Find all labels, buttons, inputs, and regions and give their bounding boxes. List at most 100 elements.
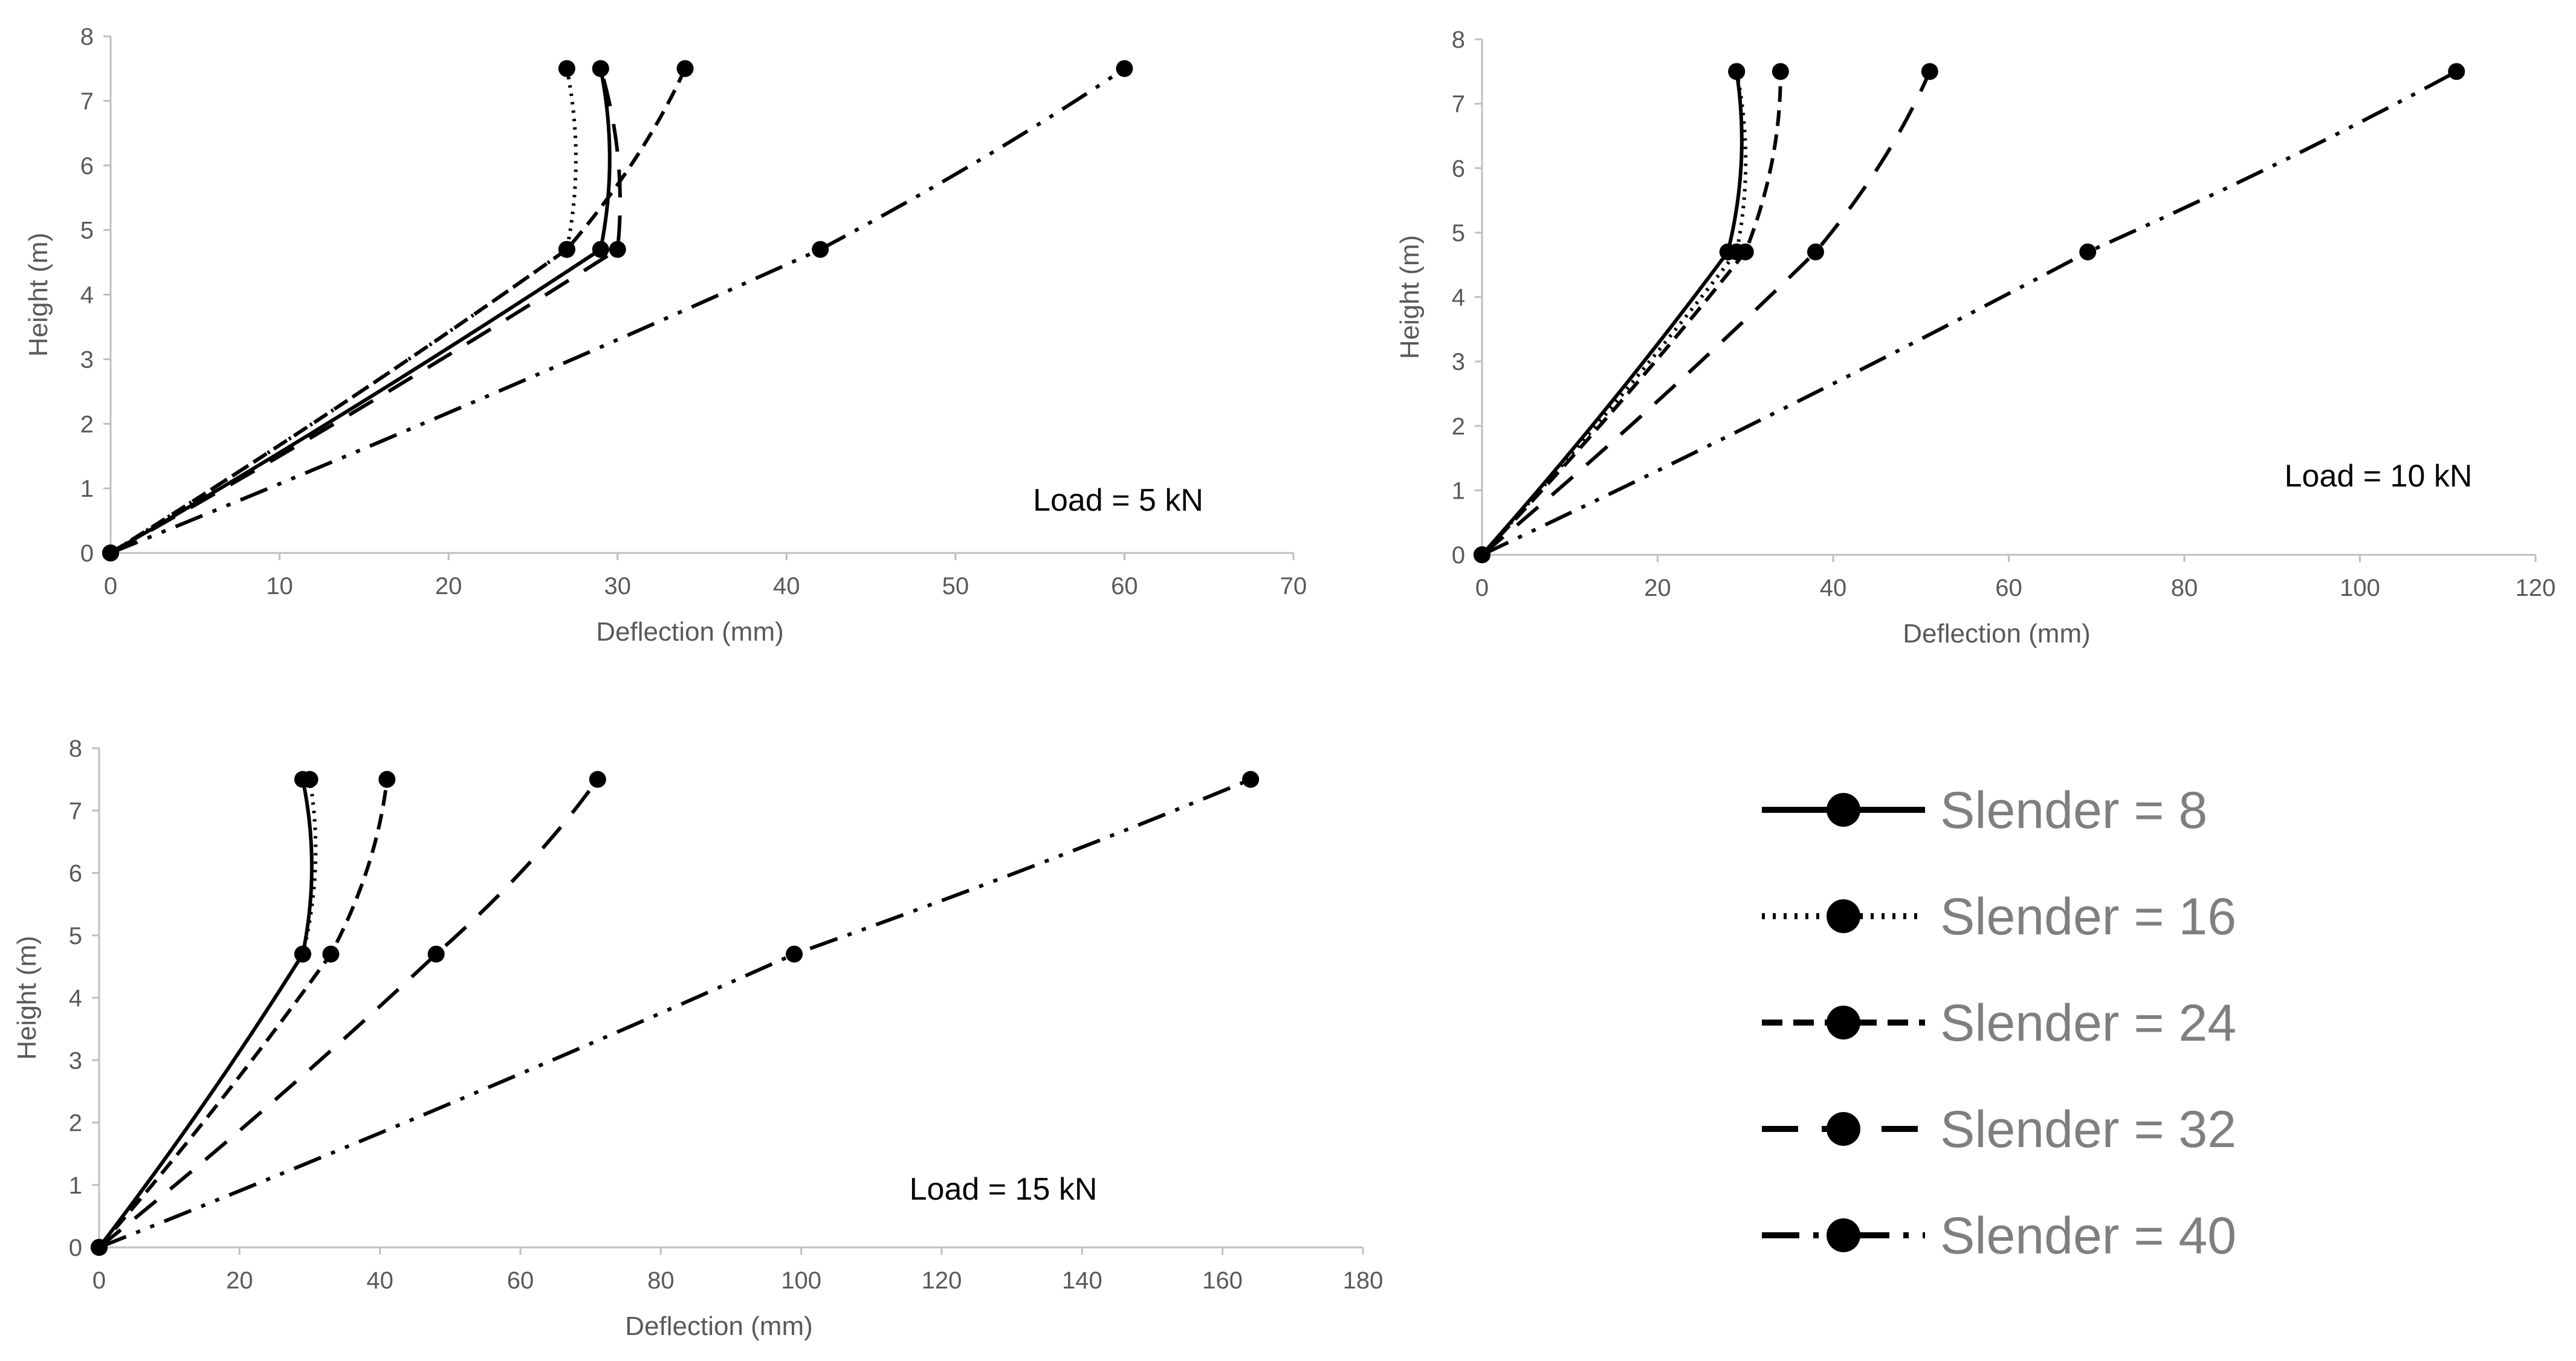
y-tick-label: 8 [80,24,94,50]
series-line-3 [97,779,389,1249]
series-marker [322,945,340,963]
legend-label: Slender = 16 [1940,888,2236,946]
series-marker [102,545,119,561]
x-tick-label: 30 [604,573,631,600]
y-tick-label: 4 [69,985,82,1012]
legend: Slender = 8 Slender = 16 Slender = 24 Slend… [1762,781,2236,1265]
series-marker [1728,63,1746,80]
x-tick-label: 100 [2340,575,2380,601]
legend-swatch-marker [1827,899,1860,933]
series-marker [427,945,445,963]
y-tick-label: 0 [1452,542,1465,569]
y-tick-label: 4 [80,282,94,309]
x-tick-label: 0 [92,1267,106,1294]
series-marker [1736,243,1754,260]
series-marker [786,945,803,963]
y-tick-label: 3 [1452,349,1465,375]
y-tick-label: 5 [69,923,82,949]
y-tick-label: 1 [1452,477,1465,504]
y-tick-label: 5 [1452,220,1465,247]
series-line-4 [1481,71,1932,557]
y-tick-label: 1 [69,1172,82,1199]
x-tick-label: 80 [2171,575,2198,601]
series-line-4 [109,68,622,555]
x-tick-label: 20 [1644,575,1671,601]
chart-load-15kn: 0 20 40 60 80 100 120 140 160 180 0 1 2 3 4 5 6 7 8 Deflect… [12,735,1383,1341]
y-tick-label: 8 [1452,27,1465,53]
series-line-5 [109,66,1126,555]
x-axis-title: Deflection (mm) [625,1311,813,1341]
series-marker [558,241,575,258]
chart-load-5kn: 0 10 20 30 40 50 60 70 0 1 2 3 4 5 6 7 8 Deflection (mm) H… [24,24,1307,647]
x-axis-title: Deflection (mm) [1903,619,2091,648]
y-tick-label: 0 [69,1235,82,1261]
series-line-2 [97,779,318,1249]
series-line-1 [97,779,314,1249]
x-tick-label: 40 [366,1267,393,1294]
series-line-3 [1480,71,1782,557]
series-marker [676,60,694,77]
series-marker [91,1239,108,1256]
chart-load-10kn: 0 20 40 60 80 100 120 0 1 2 3 4 5 6 7 8 Deflection (mm) H… [1395,27,2555,648]
y-tick-label: 2 [80,411,94,438]
series-marker [1772,63,1789,80]
load-annotation: Load = 15 kN [910,1172,1098,1207]
x-tick-label: 0 [104,573,117,600]
x-tick-label: 60 [507,1267,534,1294]
x-tick-label: 80 [647,1267,675,1294]
y-tick-label: 7 [80,88,94,115]
y-axis-title: Height (m) [24,233,53,357]
series-marker [1807,243,1824,260]
series-marker [1474,546,1490,563]
series-marker [1242,771,1260,788]
y-tick-label: 2 [1452,413,1465,440]
y-tick-label: 6 [69,861,82,887]
y-tick-label: 2 [69,1110,82,1137]
x-tick-label: 50 [942,573,969,600]
x-tick-label: 140 [1062,1267,1102,1294]
series-marker [558,60,575,77]
series-marker [378,771,396,788]
series-marker [1921,63,1938,80]
series-line-3 [109,68,687,555]
load-annotation: Load = 10 kN [2285,459,2473,494]
series-marker [609,241,626,258]
y-tick-label: 3 [69,1047,82,1074]
series-marker [1116,60,1133,77]
x-tick-label: 160 [1202,1267,1243,1294]
legend-label: Slender = 8 [1940,781,2207,839]
series-marker [812,241,829,258]
y-axis-title: Height (m) [12,936,42,1059]
x-tick-label: 120 [2516,575,2556,601]
legend-swatch-marker [1827,793,1860,827]
x-tick-label: 20 [226,1267,253,1294]
y-tick-label: 7 [69,798,82,824]
legend-swatch-marker [1827,1218,1860,1252]
legend-label: Slender = 24 [1940,994,2236,1052]
y-tick-label: 1 [80,476,94,502]
y-tick-label: 8 [69,735,82,762]
x-tick-label: 70 [1280,573,1307,600]
legend-label: Slender = 40 [1940,1207,2236,1265]
y-tick-label: 5 [80,218,94,244]
legend-swatch-marker [1827,1006,1860,1039]
x-tick-label: 180 [1343,1267,1383,1294]
y-tick-label: 7 [1452,91,1465,118]
x-tick-label: 40 [773,573,800,600]
series-marker [294,945,311,963]
series-line-1 [1480,71,1744,556]
series-line-5 [1481,70,2458,557]
x-tick-label: 0 [1475,575,1489,601]
series-marker [301,771,319,788]
y-tick-label: 4 [1452,285,1465,311]
series-line-5 [98,777,1252,1249]
load-annotation: Load = 5 kN [1033,483,1203,518]
series-line-1 [109,68,612,555]
x-tick-label: 40 [1820,575,1847,601]
x-tick-label: 60 [1111,573,1138,600]
series-marker [2079,243,2097,260]
y-tick-label: 0 [80,540,94,567]
x-tick-label: 60 [1995,575,2022,601]
x-tick-label: 20 [435,573,462,600]
